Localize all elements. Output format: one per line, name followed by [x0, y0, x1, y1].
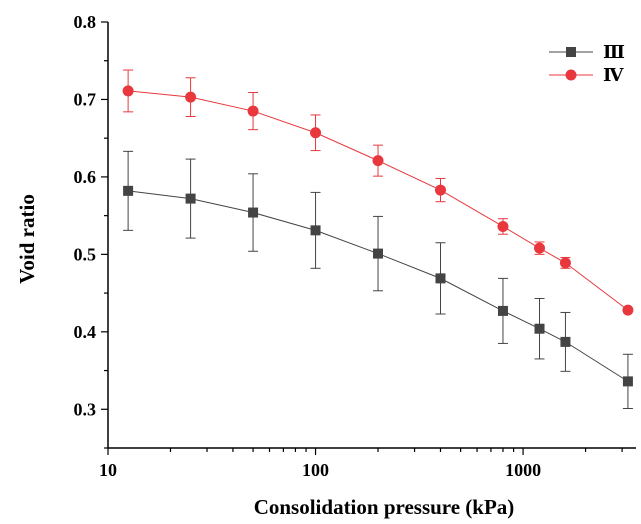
- legend-label: Ⅲ: [603, 42, 625, 62]
- data-point: [534, 242, 546, 254]
- data-point: [622, 304, 634, 316]
- series-line: [128, 190, 629, 382]
- y-tick-label: 0.6: [74, 167, 97, 187]
- data-point: [435, 273, 446, 284]
- data-point: [122, 85, 134, 97]
- data-point: [310, 127, 322, 139]
- data-point: [434, 184, 446, 196]
- y-axis-title: Void ratio: [15, 194, 39, 284]
- y-tick-label: 0.7: [74, 89, 97, 109]
- data-point: [372, 155, 384, 167]
- legend-marker: [566, 47, 576, 57]
- legend-marker: [565, 69, 577, 81]
- legend-label: Ⅳ: [603, 65, 624, 85]
- x-ticks: 10 100 1000: [99, 448, 623, 480]
- data-point: [559, 257, 571, 269]
- series-2: [122, 69, 634, 316]
- legend-item-1: Ⅲ: [549, 42, 625, 62]
- data-point: [534, 323, 545, 334]
- series-layer: [122, 69, 634, 409]
- x-tick-label: 100: [302, 460, 329, 480]
- series-line: [128, 90, 629, 311]
- y-tick-label: 0.5: [74, 244, 97, 264]
- y-tick-label: 0.8: [74, 12, 97, 32]
- axes: [107, 22, 636, 449]
- data-point: [310, 225, 321, 236]
- data-point: [497, 305, 508, 316]
- x-axis-title: Consolidation pressure (kPa): [254, 495, 515, 519]
- legend-item-2: Ⅳ: [549, 65, 624, 85]
- data-point: [560, 336, 571, 347]
- x-tick-label: 10: [99, 460, 117, 480]
- series-1: [123, 150, 633, 409]
- y-tick-label: 0.3: [74, 399, 97, 419]
- data-point: [123, 185, 134, 196]
- data-point: [185, 193, 196, 204]
- y-tick-label: 0.4: [74, 322, 97, 342]
- x-tick-label: 1000: [505, 460, 541, 480]
- y-ticks: 0.3 0.4 0.5 0.6 0.7 0.8: [74, 12, 108, 449]
- data-point: [248, 207, 259, 218]
- data-point: [185, 91, 197, 103]
- data-point: [247, 105, 259, 117]
- data-point: [622, 376, 633, 387]
- data-point: [497, 220, 509, 232]
- data-point: [373, 248, 384, 259]
